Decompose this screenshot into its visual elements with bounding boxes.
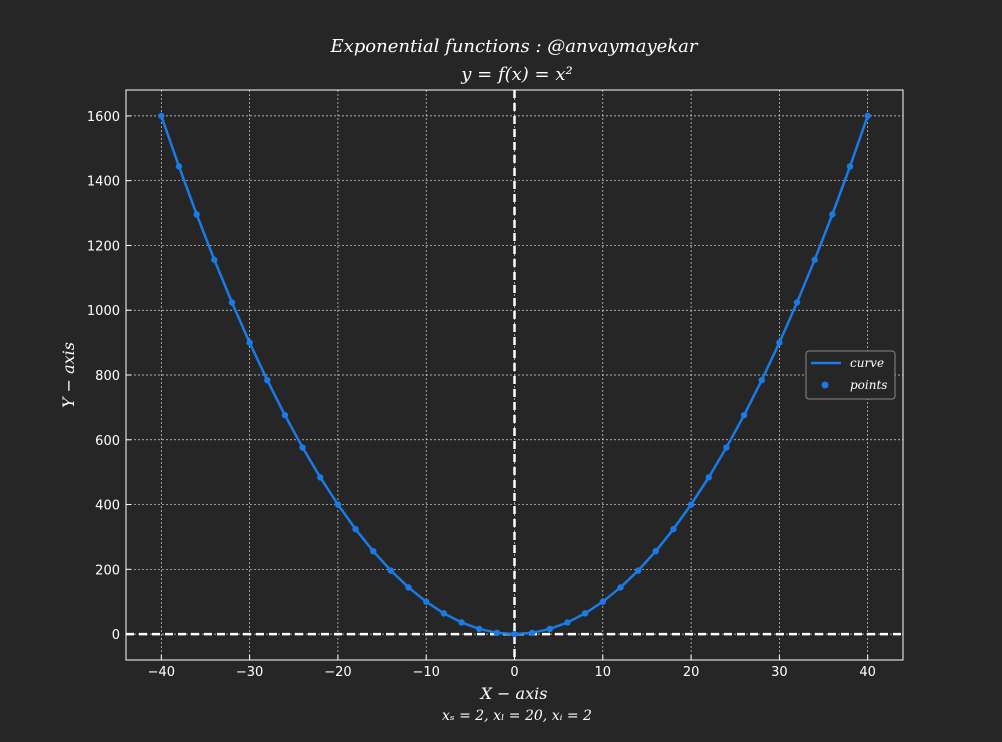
x-tick-label: −40: [148, 665, 175, 680]
series-point: [776, 339, 783, 346]
series-point: [264, 376, 271, 384]
x-tick-label: 20: [683, 665, 700, 680]
x-tick-label: −30: [236, 665, 263, 680]
y-tick-label: 600: [95, 434, 120, 449]
series-point: [158, 112, 165, 120]
series-point: [670, 525, 677, 533]
chart-title: Exponential functions : @anvaymayekar: [329, 36, 698, 57]
y-tick-label: 0: [112, 628, 120, 643]
y-tick-label: 1000: [87, 304, 120, 319]
series-point: [475, 625, 483, 633]
y-tick-label: 400: [95, 499, 120, 514]
series-point: [387, 567, 395, 574]
series-point: [758, 376, 765, 384]
series-point: [846, 163, 854, 170]
series-point: [546, 625, 554, 633]
y-tick-label: 1400: [87, 175, 120, 190]
series-point: [211, 256, 218, 263]
series-point: [458, 619, 465, 626]
y-tick-label: 1600: [87, 110, 120, 125]
x-tick-label: 30: [771, 665, 788, 680]
legend-curve-label: curve: [850, 356, 884, 370]
series-point: [864, 112, 871, 120]
series-point: [829, 211, 836, 218]
axes: [126, 90, 903, 660]
series-point: [564, 619, 571, 626]
series-point: [317, 474, 324, 481]
series-point: [228, 299, 236, 306]
series-point: [493, 629, 501, 636]
x-axis-sublabel: xₛ = 2, xₗ = 20, xᵢ = 2: [442, 708, 592, 724]
legend: curve points: [805, 350, 896, 400]
series-point: [423, 598, 430, 605]
chart-subtitle: y = f(x) = x²: [460, 64, 572, 85]
series-point: [370, 547, 377, 555]
series-point: [705, 474, 712, 481]
x-tick-label: 40: [859, 665, 876, 680]
plot-area: [158, 112, 871, 638]
series-point: [811, 256, 818, 263]
series-point: [175, 163, 183, 170]
series-point: [299, 444, 306, 451]
y-tick-label: 1200: [87, 239, 120, 254]
series-point: [793, 299, 801, 306]
series-point: [440, 610, 448, 617]
series-point: [740, 411, 748, 419]
series-point: [352, 525, 359, 533]
y-axis-label: Y − axis: [59, 342, 78, 408]
series-point: [723, 444, 730, 451]
series-point: [652, 547, 659, 555]
series-point: [281, 411, 289, 419]
y-tick-label: 200: [95, 563, 120, 578]
series-point: [405, 584, 412, 591]
ticks: −40 −30 −20 −10 0 10 20 30 400200400600800100012…: [87, 110, 876, 680]
x-tick-label: 10: [595, 665, 612, 680]
legend-points-label: points: [850, 378, 887, 392]
x-tick-label: −20: [324, 665, 351, 680]
series-point: [528, 629, 536, 636]
series-point: [193, 211, 200, 218]
legend-points-swatch: [821, 381, 829, 389]
series-point: [246, 339, 253, 346]
series-point: [511, 630, 518, 638]
series-point: [334, 501, 342, 508]
x-axis-label: X − axis: [479, 684, 548, 703]
plot-frame: [125, 89, 904, 661]
series-point: [599, 598, 606, 605]
y-tick-label: 800: [95, 369, 120, 384]
series-point: [617, 584, 624, 591]
series-point: [634, 567, 642, 574]
x-tick-label: −10: [412, 665, 439, 680]
grid: [126, 90, 903, 660]
series-point: [687, 501, 695, 508]
x-tick-label: 0: [510, 665, 518, 680]
series-point: [581, 610, 589, 617]
